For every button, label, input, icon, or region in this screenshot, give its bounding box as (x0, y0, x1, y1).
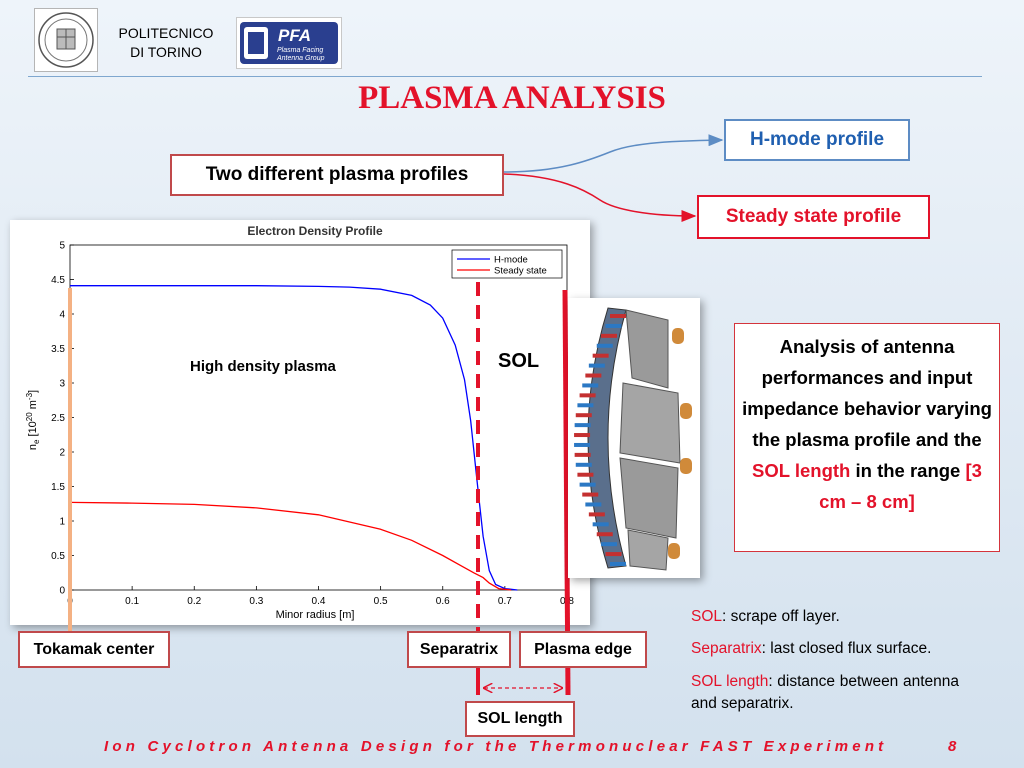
x-tick-label: 0.5 (374, 596, 388, 607)
x-tick-label: 0.8 (560, 596, 574, 607)
series-line-steady-state (69, 501, 512, 591)
y-axis-label: ne [1020 m-3] (25, 390, 41, 450)
analysis-text1: Analysis of antenna performances and inp… (742, 336, 992, 450)
antenna-strip (588, 512, 605, 517)
x-tick-label: 0.1 (125, 596, 139, 607)
pfa-logo-sub1: Plasma Facing (277, 47, 323, 54)
antenna-strip (610, 314, 626, 318)
institution-line2: DI TORINO (130, 44, 202, 60)
definition-term: SOL (691, 608, 723, 625)
plot-area (69, 244, 568, 591)
y-tick-label: 2.5 (51, 413, 65, 424)
antenna-strip (592, 353, 609, 358)
x-tick-label: 0.2 (187, 596, 201, 607)
antenna-strip (601, 333, 618, 338)
analysis-box: Analysis of antenna performances and inp… (734, 323, 1000, 552)
y-tick-label: 3 (59, 379, 65, 390)
pfa-logo: PFA Plasma Facing Antenna Group (236, 17, 342, 69)
antenna-strip (574, 442, 591, 447)
electron-density-chart: Electron Density Profile 0 0.5 1 1.5 2 2.5 3 3.… (25, 224, 574, 621)
definition-term: SOL length (691, 673, 769, 690)
antenna-strip (596, 343, 613, 348)
antenna-strip (582, 383, 599, 388)
x-tick-label: 0.4 (312, 596, 326, 607)
analysis-highlight-sol-length: SOL length (752, 460, 851, 481)
definition-text: : last closed flux surface. (761, 640, 932, 657)
antenna-strip (574, 452, 591, 457)
y-tick-label: 4 (59, 310, 65, 321)
x-axis-label: Minor radius [m] (276, 609, 355, 621)
plasma-edge-label: Plasma edge (519, 631, 647, 668)
definition-sol-length: SOL length: distance between antenna and… (691, 671, 959, 715)
antenna-strip (596, 532, 613, 537)
antenna-strip (574, 423, 591, 428)
antenna-strip (601, 542, 618, 547)
separatrix-label: Separatrix (407, 631, 511, 668)
slide-title: PLASMA ANALYSIS (358, 80, 666, 116)
chart-title: Electron Density Profile (247, 224, 383, 238)
sol-length-label: SOL length (465, 701, 575, 737)
tokamak-center-label: Tokamak center (18, 631, 170, 668)
y-tick-label: 0 (59, 586, 65, 597)
antenna-strip (605, 552, 622, 557)
antenna-strip (605, 323, 622, 328)
y-tick-label: 5 (59, 241, 65, 252)
pfa-logo-text: PFA (278, 26, 311, 45)
definition-text: : distance between antenna and separatri… (691, 673, 959, 712)
y-tick-label: 1 (59, 517, 65, 528)
antenna-strip (579, 482, 596, 487)
y-tick-label: 4.5 (51, 275, 65, 286)
legend-label: Steady state (494, 266, 547, 277)
antenna-strip (585, 373, 602, 378)
header-divider (28, 76, 982, 77)
hmode-profile-box: H-mode profile (724, 119, 910, 161)
antenna-strip (579, 393, 596, 398)
antenna-strip (575, 462, 592, 467)
y-tick-label: 1.5 (51, 482, 65, 493)
institution-line1: POLITECNICO (118, 25, 214, 41)
sol-label: SOL (498, 350, 540, 372)
x-tick-label: 0.6 (436, 596, 450, 607)
steady-state-profile-box: Steady state profile (697, 195, 930, 239)
antenna-strip (577, 472, 594, 477)
politecnico-seal-logo (34, 8, 98, 72)
y-tick-label: 0.5 (51, 551, 65, 562)
antenna-strip (582, 492, 599, 497)
definition-separatrix: Separatrix: last closed flux surface. (691, 638, 959, 660)
footer-text: Ion Cyclotron Antenna Design for the The… (104, 738, 888, 755)
antenna-strip (610, 562, 626, 566)
antenna-strip (574, 433, 591, 438)
profiles-box: Two different plasma profiles (170, 154, 504, 196)
arrow-to-steady (503, 173, 697, 222)
page-number: 8 (948, 738, 957, 755)
legend-label: H-mode (494, 255, 528, 266)
antenna-strip (575, 413, 592, 418)
series-line-h-mode (70, 285, 518, 591)
definition-text: : scrape off layer. (722, 608, 840, 625)
analysis-highlight-range: [3 cm – 8 cm] (819, 460, 982, 512)
high-density-label: High density plasma (190, 358, 336, 375)
antenna-image (568, 298, 700, 578)
analysis-text2: in the range (855, 460, 961, 481)
definition-term: Separatrix (691, 640, 762, 657)
legend (451, 249, 563, 279)
antenna-strip (588, 363, 605, 368)
x-tick-label: 0.3 (249, 596, 263, 607)
x-tick-label: 0.7 (498, 596, 512, 607)
arrow-to-hmode (503, 134, 724, 173)
y-tick-label: 3.5 (51, 344, 65, 355)
pfa-logo-sub2: Antenna Group (276, 55, 325, 62)
x-tick-label: 0 (67, 596, 73, 607)
institution-name: POLITECNICO DI TORINO (104, 24, 228, 62)
antenna-strip (577, 403, 594, 408)
antenna-strip (592, 522, 609, 527)
y-tick-label: 2 (59, 448, 65, 459)
definition-sol: SOL: scrape off layer. (691, 606, 959, 628)
antenna-strip (585, 502, 602, 507)
